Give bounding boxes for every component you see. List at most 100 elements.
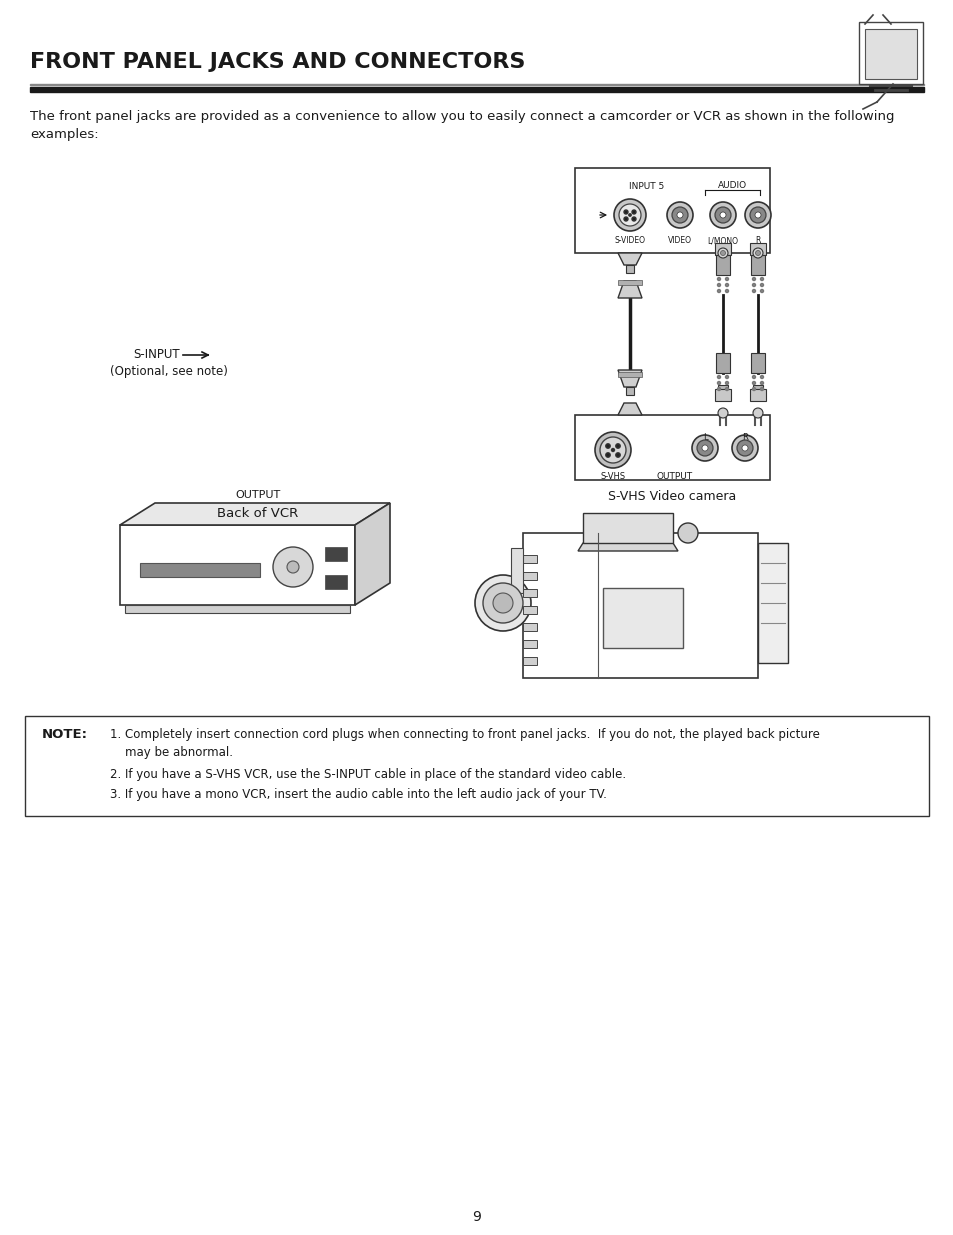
Circle shape (724, 289, 728, 293)
Circle shape (623, 217, 627, 221)
Circle shape (631, 210, 636, 214)
Text: FRONT PANEL JACKS AND CONNECTORS: FRONT PANEL JACKS AND CONNECTORS (30, 52, 525, 72)
Polygon shape (618, 253, 641, 266)
Bar (575, 168, 769, 253)
Text: The front panel jacks are provided as a convenience to allow you to easily conne: The front panel jacks are provided as a … (30, 110, 894, 124)
Polygon shape (120, 525, 355, 605)
Bar (714, 389, 730, 401)
Text: 2. If you have a S-VHS VCR, use the S-INPUT cable in place of the standard video: 2. If you have a S-VHS VCR, use the S-IN… (110, 768, 625, 781)
Circle shape (760, 375, 762, 378)
Bar (325, 547, 347, 561)
Circle shape (701, 445, 707, 451)
Text: OUTPUT: OUTPUT (235, 490, 280, 500)
Circle shape (737, 440, 752, 456)
Circle shape (697, 440, 712, 456)
Text: VIDEO: VIDEO (667, 236, 691, 245)
Polygon shape (120, 503, 390, 525)
Circle shape (605, 453, 610, 457)
Circle shape (755, 251, 760, 256)
Bar (125, 605, 350, 613)
Bar (714, 243, 730, 254)
Bar (750, 254, 764, 275)
Polygon shape (578, 543, 678, 551)
Circle shape (677, 212, 682, 219)
Bar (25, 716, 928, 816)
Text: OUTPUT: OUTPUT (657, 472, 692, 480)
Bar (718, 385, 727, 393)
Bar (758, 543, 787, 663)
Bar (575, 415, 769, 480)
Circle shape (724, 284, 728, 287)
Polygon shape (355, 503, 390, 605)
Circle shape (724, 388, 728, 390)
Bar (752, 259, 762, 267)
Circle shape (752, 278, 755, 280)
Circle shape (717, 375, 720, 378)
Bar (718, 259, 727, 267)
Bar (864, 28, 916, 79)
Circle shape (631, 217, 636, 221)
Circle shape (714, 207, 730, 224)
Circle shape (595, 432, 630, 468)
Text: 9: 9 (472, 1210, 481, 1224)
Bar (140, 563, 260, 577)
Circle shape (744, 203, 770, 228)
Circle shape (475, 576, 531, 631)
Bar (618, 280, 641, 285)
Circle shape (731, 435, 758, 461)
Bar (522, 640, 537, 648)
Bar (618, 372, 641, 377)
Bar (325, 576, 347, 589)
Bar (522, 589, 537, 597)
Circle shape (717, 382, 720, 384)
Circle shape (717, 278, 720, 280)
Bar (511, 548, 522, 593)
Circle shape (720, 251, 724, 256)
Circle shape (287, 561, 298, 573)
Bar (625, 387, 634, 395)
Text: L: L (702, 433, 706, 442)
Circle shape (618, 204, 640, 226)
Bar (749, 389, 765, 401)
Circle shape (720, 212, 725, 219)
Text: 3. If you have a mono VCR, insert the audio cable into the left audio jack of yo: 3. If you have a mono VCR, insert the au… (110, 788, 606, 802)
Circle shape (752, 289, 755, 293)
Circle shape (760, 278, 762, 280)
Circle shape (691, 435, 718, 461)
Circle shape (615, 443, 619, 448)
Bar (750, 353, 764, 373)
Bar (749, 243, 765, 254)
Text: S-INPUT: S-INPUT (133, 348, 180, 362)
Bar (522, 622, 537, 631)
Circle shape (752, 375, 755, 378)
Circle shape (273, 547, 313, 587)
Circle shape (717, 388, 720, 390)
Circle shape (628, 214, 631, 216)
Circle shape (724, 278, 728, 280)
Circle shape (717, 284, 720, 287)
Circle shape (760, 284, 762, 287)
Circle shape (749, 207, 765, 224)
Circle shape (754, 212, 760, 219)
Text: AUDIO: AUDIO (718, 182, 746, 190)
Circle shape (752, 284, 755, 287)
Circle shape (752, 388, 755, 390)
Bar (752, 385, 762, 393)
Polygon shape (618, 403, 641, 415)
Polygon shape (618, 282, 641, 298)
Bar (716, 353, 729, 373)
Text: R: R (755, 236, 760, 245)
Text: examples:: examples: (30, 128, 98, 141)
Circle shape (752, 408, 762, 417)
Text: INPUT 5: INPUT 5 (629, 182, 664, 191)
Text: Back of VCR: Back of VCR (217, 508, 298, 520)
Circle shape (724, 375, 728, 378)
Text: S-VHS: S-VHS (599, 472, 625, 480)
Text: may be abnormal.: may be abnormal. (110, 746, 233, 760)
Circle shape (709, 203, 735, 228)
Circle shape (614, 199, 645, 231)
Circle shape (599, 437, 625, 463)
Circle shape (760, 289, 762, 293)
Bar (522, 572, 537, 580)
Circle shape (493, 593, 513, 613)
